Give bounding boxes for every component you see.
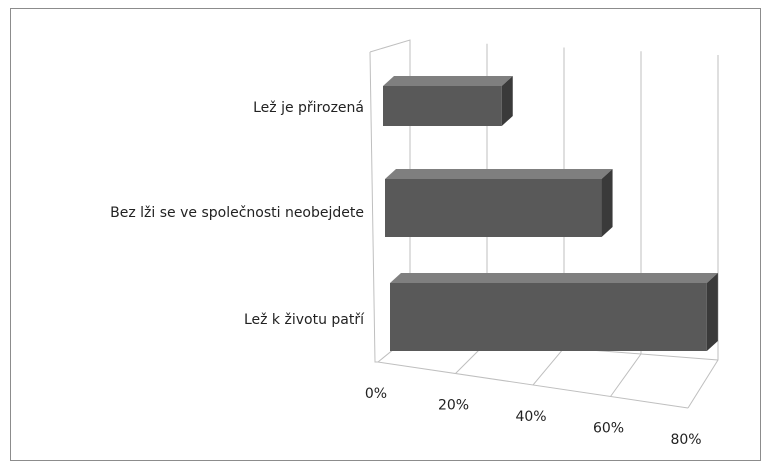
bar-top [383,76,513,86]
x-tick-label: 0% [365,386,387,402]
x-tick-label: 60% [593,421,624,437]
bar-end [601,169,613,237]
y-tick-label: Bez lži se ve společnosti neobejdete [110,205,364,221]
bar [390,283,707,351]
x-tick-label: 80% [670,432,701,448]
side-wall-edge [369,51,378,363]
floor-front [377,361,689,409]
bar-end [501,76,513,126]
bar-top [390,273,718,283]
y-tick-label: Lež k životu patří [244,312,365,328]
bar-end [706,273,718,351]
x-tick-label: 40% [515,409,546,425]
x-tick-label: 20% [438,398,469,414]
bar [383,86,502,126]
bar [385,179,602,237]
y-tick-label: Lež je přirozená [253,100,364,116]
bar-top [385,169,613,179]
